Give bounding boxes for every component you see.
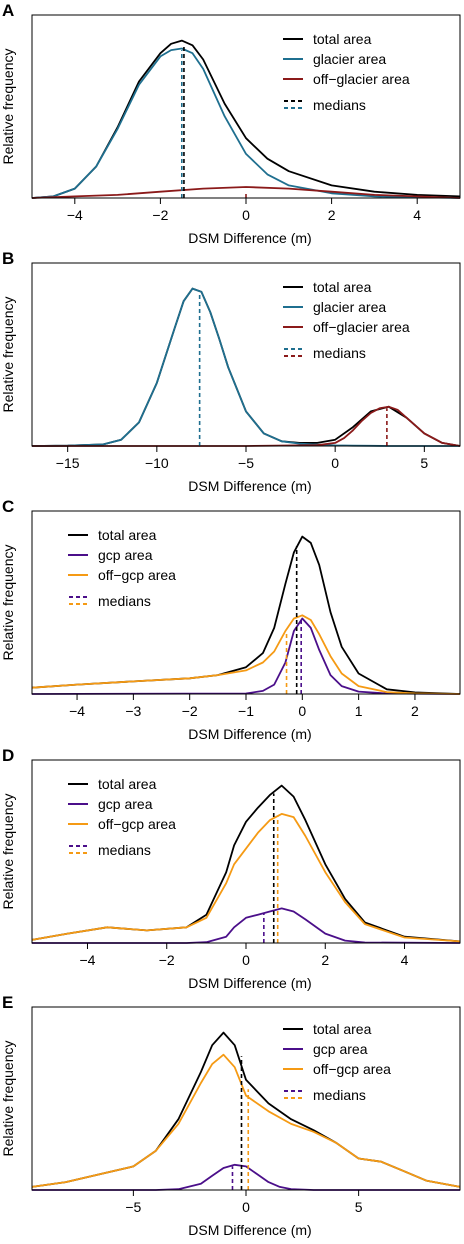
x-tick-label: −4 (79, 952, 95, 968)
x-tick-label: 5 (420, 455, 428, 471)
series-line-off-glacier (31, 186, 461, 199)
x-tick-label: 2 (411, 703, 419, 719)
legend: total area gcp area off−gcp area medians (283, 1021, 391, 1103)
panel-letter: B (2, 249, 14, 268)
x-tick-label: −2 (159, 952, 175, 968)
legend-medians-label: medians (313, 97, 366, 113)
x-axis-label: DSM Difference (m) (188, 230, 311, 246)
panel-letter: C (2, 497, 14, 516)
x-tick-label: 2 (328, 207, 336, 223)
x-tick-label: 2 (321, 952, 329, 968)
plot-frame (31, 1006, 461, 1191)
legend-label: gcp area (98, 547, 153, 563)
legend-medians-label: medians (313, 345, 366, 361)
plot-frame (31, 759, 461, 944)
x-tick-label: −10 (145, 455, 169, 471)
x-tick-label: −4 (69, 703, 85, 719)
y-axis-label: Relative frequency (0, 1041, 16, 1157)
x-tick-label: 0 (242, 952, 250, 968)
x-axis-label: DSM Difference (m) (188, 1222, 311, 1238)
series-line-glacier (31, 47, 461, 199)
x-tick-label: 5 (355, 1199, 363, 1215)
legend: total area gcp area off−gcp area medians (68, 776, 176, 858)
series-line-total (31, 39, 461, 199)
legend-medians-label: medians (98, 593, 151, 609)
y-axis-label: Relative frequency (0, 794, 16, 910)
x-tick-label: −4 (67, 207, 83, 223)
series-line-gcp (32, 907, 461, 944)
legend-label: gcp area (313, 1041, 368, 1057)
x-tick-label: 0 (242, 1199, 250, 1215)
x-tick-label: −2 (182, 703, 198, 719)
x-tick-label: −15 (56, 455, 80, 471)
legend-label: gcp area (98, 796, 153, 812)
x-tick-label: 1 (355, 703, 363, 719)
legend-label: off−glacier area (313, 71, 410, 87)
x-tick-label: −5 (238, 455, 254, 471)
series-line-off-glacier (32, 405, 461, 447)
legend-label: total area (313, 279, 372, 295)
x-tick-label: 4 (401, 952, 409, 968)
x-tick-label: 0 (331, 455, 339, 471)
panel-d: D Relative frequency −4 −2 0 2 4 DSM Difference… (0, 746, 461, 991)
legend-label: total area (98, 527, 157, 543)
x-axis-label: DSM Difference (m) (188, 726, 311, 742)
x-tick-label: 4 (413, 207, 421, 223)
legend-label: total area (313, 31, 372, 47)
legend: total area gcp area off−gcp area medians (68, 527, 176, 609)
panel-b: B Relative frequency −15 −10 −5 0 5 DSM Differe… (0, 249, 461, 494)
panel-c: C Relative frequency −4 −3 −2 −1 0 1 2 DSM Differ… (0, 497, 461, 742)
x-axis-label: DSM Difference (m) (188, 975, 311, 991)
legend-label: glacier area (313, 51, 386, 67)
series-line-off-gcp (31, 1053, 461, 1188)
panel-letter: A (2, 1, 14, 20)
x-tick-label: 0 (298, 703, 306, 719)
legend-label: total area (313, 1021, 372, 1037)
panel-letter: D (2, 746, 14, 765)
legend-medians-label: medians (98, 842, 151, 858)
y-axis-label: Relative frequency (0, 297, 16, 413)
x-tick-label: −1 (238, 703, 254, 719)
series-line-total (31, 287, 461, 447)
legend-label: off−gcp area (98, 567, 176, 583)
panel-letter: E (2, 993, 13, 1012)
legend-label: glacier area (313, 299, 386, 315)
series-line-off-gcp (31, 614, 461, 695)
series-line-off-gcp (31, 813, 461, 943)
x-axis-label: DSM Difference (m) (188, 478, 311, 494)
x-tick-label: 0 (242, 207, 250, 223)
legend-label: off−gcp area (98, 816, 176, 832)
series-line-glacier (31, 287, 460, 447)
y-axis-label: Relative frequency (0, 49, 16, 165)
x-tick-label: −2 (152, 207, 168, 223)
legend-label: off−glacier area (313, 319, 410, 335)
legend-label: total area (98, 776, 157, 792)
series-line-gcp (31, 617, 461, 695)
legend-label: off−gcp area (313, 1061, 391, 1077)
panel-e: E Relative frequency −5 0 5 DSM Difference (m… (0, 993, 461, 1238)
plot-frame (31, 262, 461, 447)
x-tick-label: −3 (125, 703, 141, 719)
legend: total area glacier area off−glacier area me… (283, 279, 410, 361)
legend: total area glacier area off−glacier area me… (283, 31, 410, 113)
y-axis-label: Relative frequency (0, 545, 16, 661)
series-line-total (31, 1031, 461, 1188)
x-tick-label: −5 (125, 1199, 141, 1215)
legend-medians-label: medians (313, 1087, 366, 1103)
series-line-gcp (32, 1163, 460, 1191)
panel-a: A Relative frequency −4 −2 0 2 4 DSM Difference… (0, 1, 461, 246)
plot-frame (31, 14, 461, 199)
